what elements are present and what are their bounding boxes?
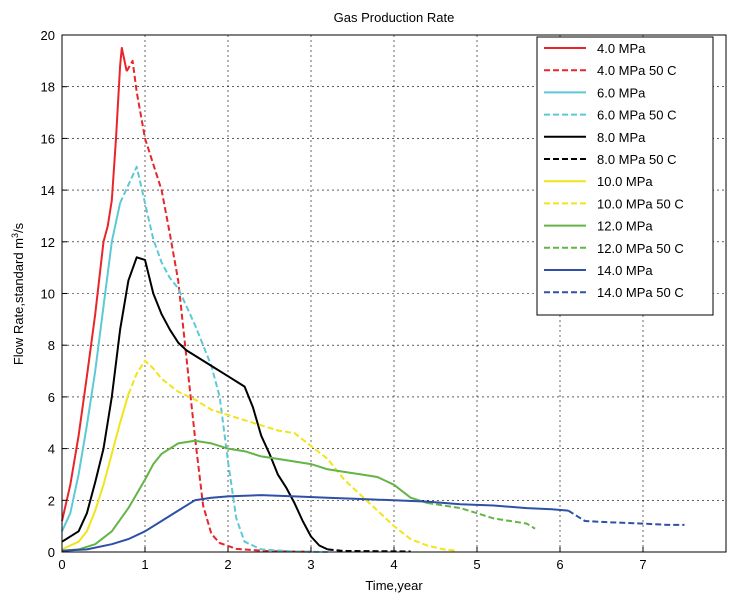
legend-label-2: 6.0 MPa: [597, 85, 646, 100]
y-tick-label: 20: [41, 28, 55, 43]
legend-label-10: 14.0 MPa: [597, 263, 653, 278]
series-line-6: [61, 394, 130, 551]
legend-label-9: 12.0 MPa 50 C: [597, 241, 684, 256]
y-axis-label-suffix: /s: [11, 222, 26, 233]
series-line-7: [127, 359, 457, 552]
legend-label-0: 4.0 MPa: [597, 41, 646, 56]
y-tick-label: 6: [48, 390, 55, 405]
y-tick-label: 10: [41, 287, 55, 302]
x-axis-label: Time,year: [365, 578, 423, 593]
legend: 4.0 MPa 4.0 MPa 50 C 6.0 MPa 6.0 MPa 50 C 8.…: [536, 36, 714, 316]
x-tick-label: 6: [556, 557, 563, 572]
legend-label-4: 8.0 MPa: [597, 130, 646, 145]
legend-label-5: 8.0 MPa 50 C: [597, 152, 677, 167]
x-tick-label: 5: [473, 557, 480, 572]
legend-label-8: 12.0 MPa: [597, 219, 653, 234]
y-tick-label: 2: [48, 493, 55, 508]
series-line-8: [61, 439, 428, 552]
y-tick-label: 18: [41, 80, 55, 95]
x-tick-label: 7: [639, 557, 646, 572]
legend-label-11: 14.0 MPa 50 C: [597, 285, 684, 300]
series-line-3: [119, 165, 328, 553]
y-tick-label: 16: [41, 131, 55, 146]
series-line-10: [61, 494, 569, 552]
y-tick-label: 0: [48, 545, 55, 560]
legend-label-3: 6.0 MPa 50 C: [597, 108, 677, 123]
series-line-9: [427, 501, 536, 530]
x-tick-label: 0: [58, 557, 65, 572]
x-tick-label: 1: [141, 557, 148, 572]
x-tick-label: 2: [224, 557, 231, 572]
series-line-4: [61, 256, 329, 551]
y-tick-label: 8: [48, 338, 55, 353]
series-line-0: [61, 46, 128, 522]
series-line-1: [125, 59, 312, 553]
y-axis-label: Flow Rate,standard m3/s: [10, 222, 26, 365]
series-line-2: [61, 202, 122, 532]
series-lines: [61, 46, 685, 553]
y-axis-label-main: Flow Rate,standard m: [11, 238, 26, 365]
x-tick-label: 3: [307, 557, 314, 572]
chart-title: Gas Production Rate: [334, 10, 455, 25]
legend-label-1: 4.0 MPa 50 C: [597, 63, 677, 78]
x-tick-label: 4: [390, 557, 397, 572]
y-axis-label-superscript: 3: [10, 233, 20, 238]
y-tick-label: 14: [41, 183, 55, 198]
legend-label-6: 10.0 MPa: [597, 174, 653, 189]
y-tick-label: 4: [48, 442, 55, 457]
series-line-11: [567, 509, 685, 526]
y-tick-label: 12: [41, 235, 55, 250]
legend-box: [536, 36, 714, 316]
legend-label-7: 10.0 MPa 50 C: [597, 196, 684, 211]
